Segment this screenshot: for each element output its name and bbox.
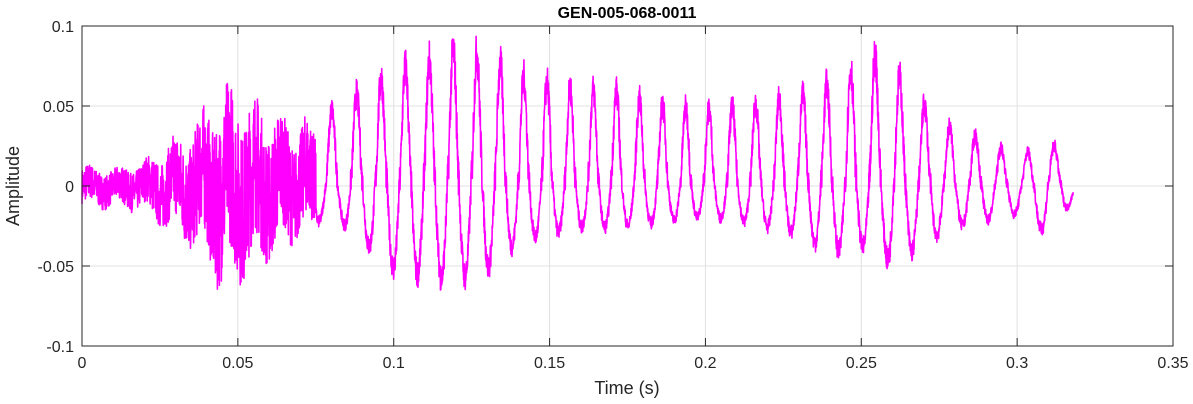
y-tick-label: 0.1 (52, 19, 74, 36)
waveform-line (81, 35, 1075, 291)
x-axis-label: Time (s) (594, 378, 659, 398)
y-tick-label: 0 (65, 179, 74, 196)
y-tick-label: -0.1 (46, 339, 74, 356)
x-tick-label: 0.15 (534, 355, 565, 372)
chart-title: GEN-005-068-0011 (558, 5, 697, 22)
x-tick-label: 0.05 (222, 355, 253, 372)
x-tick-label: 0.3 (1006, 355, 1028, 372)
x-tick-label: 0.2 (694, 355, 716, 372)
x-tick-label: 0.1 (383, 355, 405, 372)
x-tick-label: 0.35 (1157, 355, 1188, 372)
x-tick-label: 0 (78, 355, 87, 372)
y-axis-label: Amplitude (3, 146, 23, 226)
y-tick-label: 0.05 (43, 99, 74, 116)
x-tick-label: 0.25 (846, 355, 877, 372)
x-axis-ticks: 0 0.05 0.1 0.15 0.2 0.25 0.3 0.35 (78, 26, 1189, 372)
y-axis-ticks: -0.1 -0.05 0 0.05 0.1 (38, 19, 1173, 356)
waveform-series (81, 35, 1075, 291)
y-tick-label: -0.05 (38, 259, 75, 276)
